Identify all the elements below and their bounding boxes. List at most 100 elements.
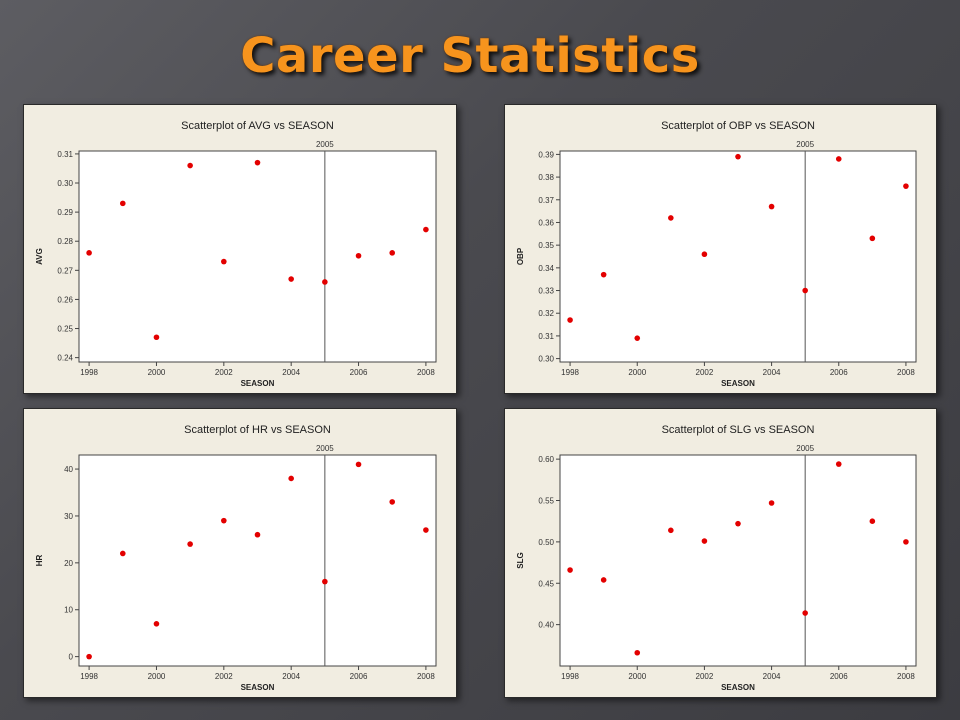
y-tick-label: 0.32 <box>538 309 554 318</box>
y-tick-label: 0.34 <box>538 264 554 273</box>
chart-title: Scatterplot of OBP vs SEASON <box>661 120 815 132</box>
x-tick-label: 2002 <box>215 368 233 377</box>
x-tick-label: 1998 <box>80 368 98 377</box>
y-tick-label: 0.38 <box>538 173 554 182</box>
x-tick-label: 1998 <box>561 672 579 681</box>
reference-line-label: 2005 <box>316 444 334 453</box>
data-point <box>835 461 842 467</box>
data-point <box>423 527 429 533</box>
x-tick-label: 2008 <box>897 368 915 377</box>
scatterplot-obp: Scatterplot of OBP vs SEASON 1998 2000 2002… <box>516 120 917 388</box>
x-axis-label: SEASON <box>721 683 755 692</box>
data-point <box>86 653 92 660</box>
y-tick-label: 0.40 <box>538 621 554 630</box>
y-tick-label: 0.31 <box>538 332 554 341</box>
y-axis-label: AVG <box>35 248 44 265</box>
data-point <box>355 461 362 468</box>
reference-line-label: 2005 <box>796 140 814 149</box>
chart-panel-slg: Scatterplot of SLG vs SEASON 1998 2000 2002… <box>504 408 937 698</box>
y-tick-label: 0.31 <box>57 150 73 159</box>
y-tick-label: 0.30 <box>538 355 554 364</box>
scatterplot-hr: Scatterplot of HR vs SEASON 1998 2000 2002 2… <box>35 424 437 692</box>
data-point <box>288 475 294 482</box>
data-point <box>802 287 808 294</box>
x-tick-label: 2006 <box>830 368 848 377</box>
y-tick-label: 0.25 <box>57 325 73 334</box>
x-tick-label: 2008 <box>417 368 435 377</box>
y-tick-label: 0.55 <box>538 497 554 506</box>
chart-panel-obp: Scatterplot of OBP vs SEASON 1998 2000 2002… <box>504 104 937 394</box>
scatterplot-avg: Scatterplot of AVG vs SEASON 1998 2000 2002… <box>35 120 437 388</box>
plot-area <box>559 454 917 667</box>
data-point <box>668 215 674 221</box>
y-tick-label: 0.35 <box>538 241 554 250</box>
data-point <box>835 156 842 162</box>
y-tick-label: 0.30 <box>57 179 73 188</box>
y-tick-label: 0.50 <box>538 538 554 547</box>
y-tick-label: 10 <box>64 606 73 615</box>
chart-title: Scatterplot of HR vs SEASON <box>184 424 331 436</box>
data-point <box>634 649 641 656</box>
plot-area <box>559 150 917 363</box>
y-tick-label: 0.29 <box>57 208 73 217</box>
data-point <box>86 250 92 256</box>
data-point <box>322 578 328 585</box>
y-tick-label: 30 <box>64 512 73 521</box>
data-point <box>187 541 193 547</box>
x-axis-label: SEASON <box>721 379 755 388</box>
data-point <box>221 258 227 265</box>
y-tick-label: 0.37 <box>538 196 554 205</box>
data-point <box>735 153 741 160</box>
data-point <box>634 335 641 341</box>
x-tick-label: 2004 <box>282 368 300 377</box>
x-tick-label: 2008 <box>417 672 435 681</box>
data-point <box>668 527 674 534</box>
x-tick-label: 1998 <box>561 368 579 377</box>
chart-title: Scatterplot of SLG vs SEASON <box>662 424 815 436</box>
x-tick-label: 2000 <box>148 368 166 377</box>
data-point <box>802 610 808 616</box>
reference-line-label: 2005 <box>796 444 814 453</box>
data-point <box>355 252 362 259</box>
data-point <box>567 567 573 573</box>
data-point <box>701 538 708 544</box>
data-point <box>389 499 396 505</box>
data-point <box>153 621 160 627</box>
x-tick-label: 2002 <box>215 672 233 681</box>
y-tick-label: 0.26 <box>57 295 73 304</box>
data-point <box>600 271 607 278</box>
data-point <box>567 317 573 323</box>
y-tick-label: 0.28 <box>57 237 73 246</box>
x-axis-label: SEASON <box>241 379 275 388</box>
x-tick-label: 2000 <box>148 672 166 681</box>
x-tick-label: 2002 <box>696 368 714 377</box>
y-axis-label: SLG <box>516 552 525 568</box>
data-point <box>389 250 396 256</box>
y-tick-label: 0.27 <box>57 266 73 275</box>
data-point <box>423 226 429 233</box>
data-point <box>903 183 909 189</box>
data-point <box>600 577 607 583</box>
data-point <box>119 200 126 207</box>
data-point <box>322 279 328 285</box>
x-tick-label: 2004 <box>282 672 300 681</box>
x-tick-label: 2004 <box>763 368 781 377</box>
y-tick-label: 0.60 <box>538 455 554 464</box>
data-point <box>701 251 708 258</box>
data-point <box>288 276 294 282</box>
plot-area <box>78 150 437 363</box>
y-axis-label: OBP <box>516 247 525 265</box>
data-point <box>768 500 775 506</box>
y-tick-label: 0 <box>69 653 74 662</box>
x-tick-label: 2008 <box>897 672 915 681</box>
data-point <box>187 162 193 169</box>
y-tick-label: 0.33 <box>538 287 554 296</box>
reference-line-label: 2005 <box>316 140 334 149</box>
x-tick-label: 2006 <box>350 672 368 681</box>
chart-panel-avg: Scatterplot of AVG vs SEASON 1998 2000 2002… <box>23 104 457 394</box>
scatterplot-slg: Scatterplot of SLG vs SEASON 1998 2000 2002… <box>516 424 917 692</box>
data-point <box>254 531 261 538</box>
y-tick-label: 40 <box>64 465 73 474</box>
data-point <box>254 159 261 166</box>
chart-panel-hr: Scatterplot of HR vs SEASON 1998 2000 2002 2… <box>23 408 457 698</box>
